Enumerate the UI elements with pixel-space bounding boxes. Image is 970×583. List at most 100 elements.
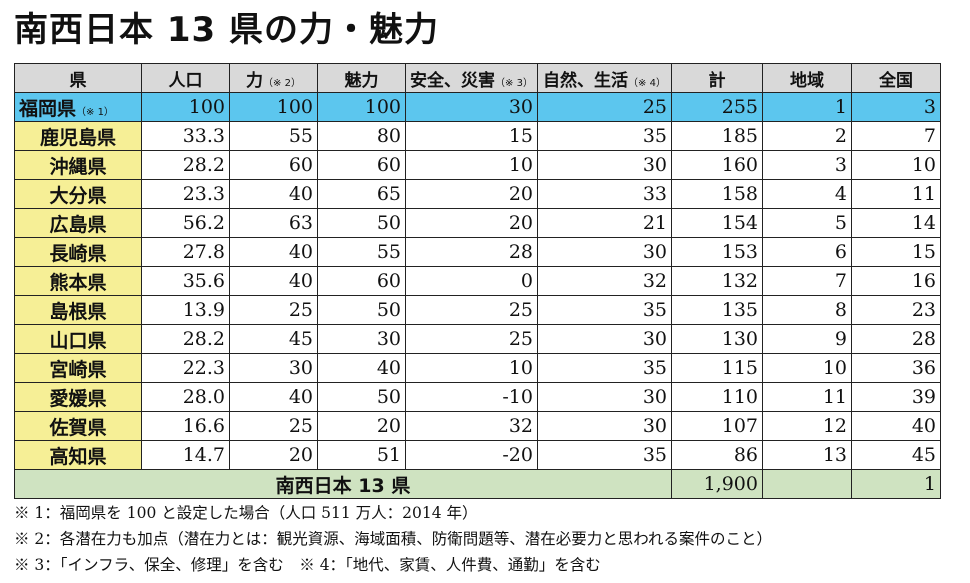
cell-shizen: 30	[537, 382, 672, 412]
prefecture-name: 山口県	[49, 329, 107, 352]
column-header: 計	[671, 63, 763, 93]
cell-jinko: 27.8	[141, 237, 230, 267]
cell-anzen: 20	[405, 208, 538, 238]
cell-miryoku: 60	[317, 150, 406, 180]
cell-kei: 153	[671, 237, 763, 267]
column-header: 自然、生活（※ 4）	[537, 63, 672, 93]
column-header: 全国	[851, 63, 941, 93]
column-header-note: （※ 3）	[495, 77, 533, 89]
column-header: 人口	[141, 63, 230, 93]
cell-miryoku: 60	[317, 266, 406, 296]
column-header-label: 安全、災害	[410, 70, 496, 91]
cell-chikara: 60	[229, 150, 318, 180]
column-header-label: 力	[246, 70, 264, 91]
footnotes: ※ 1：福岡県を 100 と設定した場合（人口 511 万人：2014 年） ※…	[14, 500, 964, 578]
cell-miryoku: 50	[317, 382, 406, 412]
column-header: 魅力	[317, 63, 406, 93]
cell-kei: 185	[671, 121, 763, 151]
column-header-label: 県	[69, 70, 87, 91]
cell-anzen: 10	[405, 150, 538, 180]
footnote-2: ※ 2：各潜在力も加点（潜在力とは：観光資源、海域面積、防衛問題等、潜在必要力と…	[14, 530, 773, 548]
cell-kei: 115	[671, 353, 763, 383]
cell-zenkoku: 23	[851, 295, 941, 325]
table-row: 沖縄県 28.2 60 60 10 30 160 3 10	[14, 150, 941, 180]
cell-kei: 135	[671, 295, 763, 325]
cell-jinko: 35.6	[141, 266, 230, 296]
prefecture-name: 宮崎県	[49, 358, 107, 381]
cell-anzen: 0	[405, 266, 538, 296]
column-header: 力（※ 2）	[229, 63, 318, 93]
cell-chikara: 55	[229, 121, 318, 151]
column-header: 安全、災害（※ 3）	[405, 63, 538, 93]
table-row: 佐賀県 16.6 25 20 32 30 107 12 40	[14, 411, 941, 441]
header-row: 県人口 力（※ 2） 魅力 安全、災害（※ 3） 自然、生活（※ 4）計地域 全国	[14, 63, 941, 93]
cell-jinko: 33.3	[141, 121, 230, 151]
prefecture-cell: 佐賀県	[14, 411, 142, 441]
cell-chikara: 40	[229, 237, 318, 267]
cell-shizen: 30	[537, 150, 672, 180]
cell-anzen: 25	[405, 295, 538, 325]
cell-miryoku: 50	[317, 295, 406, 325]
table-row: 長崎県 27.8 40 55 28 30 153 6 15	[14, 237, 941, 267]
cell-zenkoku: 39	[851, 382, 941, 412]
prefecture-cell: 島根県	[14, 295, 142, 325]
cell-jinko: 14.7	[141, 440, 230, 470]
cell-miryoku: 80	[317, 121, 406, 151]
prefecture-name: 佐賀県	[49, 416, 107, 439]
cell-chiiki: 5	[762, 208, 852, 238]
prefecture-note: （※ 1）	[76, 106, 114, 118]
cell-miryoku: 65	[317, 179, 406, 209]
cell-miryoku: 100	[317, 92, 406, 122]
prefecture-name: 長崎県	[49, 242, 107, 265]
prefecture-name: 熊本県	[49, 271, 107, 294]
prefecture-name: 大分県	[49, 184, 107, 207]
total-chiiki	[762, 469, 852, 499]
cell-shizen: 30	[537, 237, 672, 267]
cell-chikara: 25	[229, 295, 318, 325]
cell-shizen: 35	[537, 295, 672, 325]
cell-kei: 132	[671, 266, 763, 296]
cell-shizen: 35	[537, 121, 672, 151]
cell-anzen: -10	[405, 382, 538, 412]
column-header-label: 計	[708, 70, 726, 91]
cell-kei: 107	[671, 411, 763, 441]
prefecture-name: 鹿児島県	[39, 126, 116, 149]
cell-zenkoku: 36	[851, 353, 941, 383]
cell-chikara: 40	[229, 382, 318, 412]
column-header-note: （※ 4）	[628, 77, 666, 89]
cell-anzen: 15	[405, 121, 538, 151]
prefecture-cell: 鹿児島県	[14, 121, 142, 151]
cell-chiiki: 9	[762, 324, 852, 354]
cell-zenkoku: 14	[851, 208, 941, 238]
prefecture-cell: 愛媛県	[14, 382, 142, 412]
cell-shizen: 21	[537, 208, 672, 238]
cell-chikara: 100	[229, 92, 318, 122]
prefecture-name: 広島県	[49, 213, 107, 236]
cell-zenkoku: 28	[851, 324, 941, 354]
total-kei: 1,900	[671, 469, 763, 499]
cell-kei: 160	[671, 150, 763, 180]
cell-zenkoku: 16	[851, 266, 941, 296]
cell-shizen: 30	[537, 411, 672, 441]
cell-jinko: 23.3	[141, 179, 230, 209]
prefecture-cell: 沖縄県	[14, 150, 142, 180]
page-title: 南西日本 13 県の力・魅力	[14, 10, 439, 50]
cell-chikara: 40	[229, 179, 318, 209]
column-header-label: 自然、生活	[543, 70, 629, 91]
table-body: 福岡県（※ 1） 100 100 100 30 25 255 1 3 鹿児島県 33.3 55 80 15…	[14, 92, 941, 470]
cell-shizen: 35	[537, 353, 672, 383]
cell-chikara: 30	[229, 353, 318, 383]
cell-jinko: 28.2	[141, 150, 230, 180]
cell-anzen: 25	[405, 324, 538, 354]
table-row: 熊本県 35.6 40 60 0 32 132 7 16	[14, 266, 941, 296]
cell-zenkoku: 45	[851, 440, 941, 470]
cell-chiiki: 7	[762, 266, 852, 296]
cell-chiiki: 2	[762, 121, 852, 151]
prefecture-cell: 長崎県	[14, 237, 142, 267]
prefecture-cell: 広島県	[14, 208, 142, 238]
cell-chiiki: 11	[762, 382, 852, 412]
table-row: 大分県 23.3 40 65 20 33 158 4 11	[14, 179, 941, 209]
prefecture-cell: 大分県	[14, 179, 142, 209]
cell-shizen: 25	[537, 92, 672, 122]
table-row: 広島県 56.2 63 50 20 21 154 5 14	[14, 208, 941, 238]
